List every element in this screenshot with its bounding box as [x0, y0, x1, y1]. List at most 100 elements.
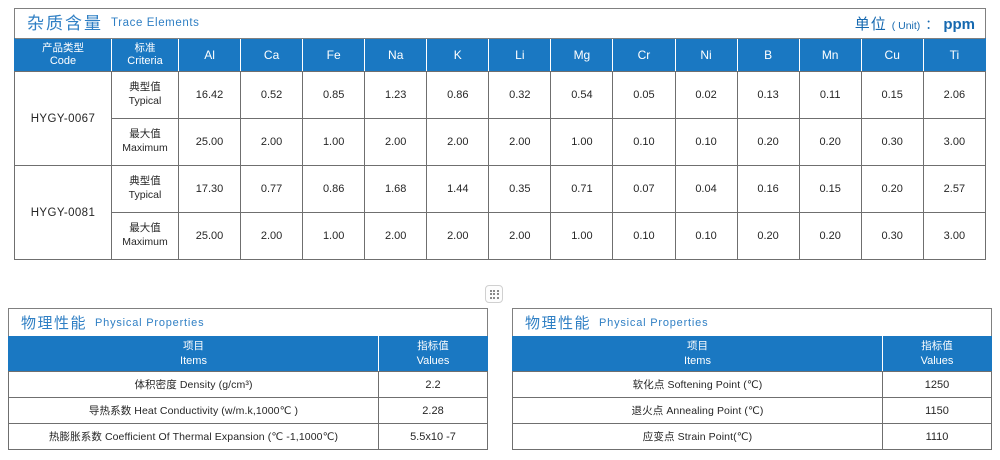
col-header-code: 产品类型 Code — [14, 38, 112, 72]
cell-value: 0.16 — [736, 165, 800, 213]
prop-right-values-en: Values — [920, 354, 954, 367]
unit-group: 单位 ( Unit) ： ppm — [855, 13, 975, 34]
cell-value: 17.30 — [177, 165, 242, 213]
criteria-typical-cn: 典型值 — [129, 175, 161, 188]
prop-left-title-cn: 物理性能 — [21, 315, 88, 332]
cell-value: 2.00 — [488, 118, 552, 166]
cell-value: 2.00 — [488, 212, 552, 260]
criteria-maximum-en: Maximum — [122, 142, 168, 154]
cell-value: 0.15 — [860, 71, 924, 119]
cell-value: 0.85 — [302, 71, 366, 119]
cell-value: 2.00 — [364, 212, 428, 260]
prop-item-value: 2.2 — [378, 371, 488, 398]
cell-value: 3.00 — [922, 212, 987, 260]
cell-value: 0.15 — [798, 165, 862, 213]
cell-value: 0.10 — [674, 212, 738, 260]
cell-value: 1.00 — [302, 118, 366, 166]
prop-right-title-cn: 物理性能 — [525, 315, 592, 332]
criteria-cell-typical: 典型值 Typical — [111, 165, 179, 213]
col-header-element-4: K — [426, 38, 490, 72]
prop-right-values-cn: 指标值 — [921, 340, 953, 353]
trace-title-en: Trace Elements — [111, 16, 200, 29]
prop-item-label: 热膨胀系数 Coefficient Of Thermal Expansion (… — [8, 423, 379, 450]
criteria-typical-en: Typical — [128, 95, 162, 107]
prop-item-value: 5.5x10 -7 — [378, 423, 488, 450]
col-header-criteria-cn: 标准 — [134, 41, 156, 54]
cell-value: 0.52 — [240, 71, 304, 119]
prop-item-value: 1150 — [882, 397, 992, 424]
physical-properties-left-table: 项目 Items 指标值 Values 体积密度 Density (g/cm³)… — [8, 336, 488, 450]
prop-left-values-cn: 指标值 — [417, 340, 449, 353]
cell-value: 1.68 — [364, 165, 428, 213]
prop-item-value: 2.28 — [378, 397, 488, 424]
cell-value: 0.77 — [240, 165, 304, 213]
cell-value: 2.00 — [240, 118, 304, 166]
prop-right-col-items: 项目 Items — [512, 336, 883, 372]
criteria-typical-cn: 典型值 — [129, 81, 161, 94]
table-row: 热膨胀系数 Coefficient Of Thermal Expansion (… — [8, 423, 488, 450]
cell-value: 0.10 — [674, 118, 738, 166]
criteria-typical-en: Typical — [128, 189, 162, 201]
prop-item-value: 1250 — [882, 371, 992, 398]
col-header-element-8: Ni — [674, 38, 738, 72]
cell-value: 0.04 — [674, 165, 738, 213]
cell-value: 0.71 — [550, 165, 614, 213]
table-row: 软化点 Softening Point (℃) 1250 — [512, 371, 992, 398]
prop-item-label: 应变点 Strain Point(℃) — [512, 423, 883, 450]
cell-value: 0.02 — [674, 71, 738, 119]
prop-right-items-cn: 项目 — [687, 340, 708, 353]
col-header-element-0: Al — [177, 38, 242, 72]
criteria-maximum-cn: 最大值 — [129, 128, 161, 141]
prop-left-body: 体积密度 Density (g/cm³) 2.2 导热系数 Heat Condu… — [8, 371, 488, 450]
col-header-element-1: Ca — [240, 38, 304, 72]
prop-item-label: 软化点 Softening Point (℃) — [512, 371, 883, 398]
criteria-cell-maximum: 最大值 Maximum — [111, 118, 179, 166]
trace-title-cn: 杂质含量 — [27, 14, 103, 33]
cell-value: 0.32 — [488, 71, 552, 119]
table-row: 导热系数 Heat Conductivity (w/m.k,1000℃ ) 2.… — [8, 397, 488, 424]
cell-value: 0.20 — [798, 212, 862, 260]
prop-right-header-row: 项目 Items 指标值 Values — [512, 336, 992, 372]
unit-colon: ： — [925, 17, 939, 32]
grip-dots-icon[interactable] — [485, 285, 503, 303]
cell-value: 0.30 — [860, 118, 924, 166]
cell-value: 25.00 — [177, 212, 242, 260]
trace-elements-table: 产品类型 Code 标准 Criteria Al Ca Fe Na K Li M… — [14, 38, 987, 260]
cell-value: 1.00 — [550, 212, 614, 260]
prop-item-label: 导热系数 Heat Conductivity (w/m.k,1000℃ ) — [8, 397, 379, 424]
prop-item-value: 1110 — [882, 423, 992, 450]
cell-value: 1.23 — [364, 71, 428, 119]
cell-value: 2.57 — [922, 165, 987, 213]
product-code-cell-0: HYGY-0067 — [14, 71, 112, 166]
prop-right-title-en: Physical Properties — [599, 316, 709, 329]
prop-right-title-bar: 物理性能 Physical Properties — [513, 309, 991, 337]
prop-left-col-items: 项目 Items — [8, 336, 379, 372]
col-header-criteria-en: Criteria — [127, 54, 163, 67]
cell-value: 0.86 — [302, 165, 366, 213]
prop-right-head: 项目 Items 指标值 Values — [512, 336, 992, 372]
prop-left-values-en: Values — [416, 354, 450, 367]
prop-item-label: 退火点 Annealing Point (℃) — [512, 397, 883, 424]
criteria-cell-typical: 典型值 Typical — [111, 71, 179, 119]
cell-value: 16.42 — [177, 71, 242, 119]
cell-value: 0.10 — [612, 118, 676, 166]
trace-table-body: HYGY-0067 典型值 Typical 16.42 0.52 0.85 1.… — [14, 71, 987, 260]
prop-left-title-bar: 物理性能 Physical Properties — [9, 309, 487, 337]
prop-left-header-row: 项目 Items 指标值 Values — [8, 336, 488, 372]
trace-table-head: 产品类型 Code 标准 Criteria Al Ca Fe Na K Li M… — [14, 38, 987, 72]
col-header-element-7: Cr — [612, 38, 676, 72]
prop-left-head: 项目 Items 指标值 Values — [8, 336, 488, 372]
cell-value: 0.30 — [860, 212, 924, 260]
cell-value: 1.00 — [302, 212, 366, 260]
criteria-cell-maximum: 最大值 Maximum — [111, 212, 179, 260]
cell-value: 2.00 — [240, 212, 304, 260]
col-header-code-cn: 产品类型 — [42, 41, 84, 54]
unit-label-cn: 单位 — [854, 16, 887, 33]
col-header-element-9: B — [736, 38, 800, 72]
cell-value: 0.20 — [736, 212, 800, 260]
col-header-criteria: 标准 Criteria — [111, 38, 179, 72]
prop-left-title-en: Physical Properties — [95, 316, 205, 329]
cell-value: 0.13 — [736, 71, 800, 119]
cell-value: 0.11 — [798, 71, 862, 119]
physical-properties-left-panel: 物理性能 Physical Properties 项目 Items 指标值 Va… — [8, 308, 488, 450]
